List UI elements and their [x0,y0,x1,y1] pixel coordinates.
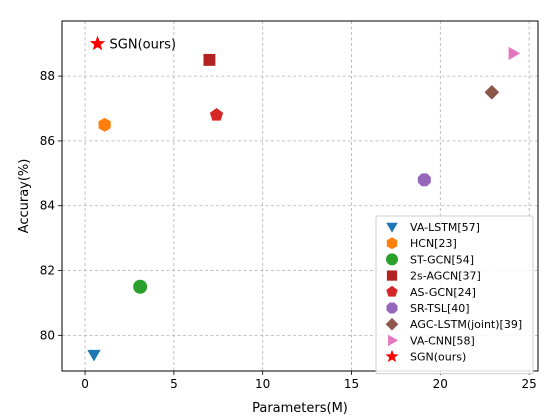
y-tick-label: 84 [40,199,55,213]
data-points [87,35,521,362]
legend-label: ST-GCN[54] [410,253,474,266]
legend-label: AGC-LSTM(joint)[39] [410,318,522,331]
legend-label: 2s-AGCN[37] [410,270,481,283]
data-point [417,173,431,187]
x-tick-label: 5 [170,377,178,391]
legend-marker [386,270,398,281]
y-tick-label: 82 [40,264,55,278]
data-point [87,349,101,362]
legend-marker [386,237,398,250]
legend-label: AS-GCN[24] [410,286,476,299]
data-point [484,84,500,100]
y-tick-label: 86 [40,134,55,148]
legend-marker [386,253,398,266]
legend-label: SR-TSL[40] [410,302,470,315]
y-tick-label: 80 [40,328,55,342]
axis-ticks: 0 5 10 15 20 25 80 82 84 86 88 [40,69,537,391]
data-point [209,107,224,121]
x-tick-label: 15 [344,377,359,391]
legend: VA-LSTM[57] HCN[23] ST-GCN[54] 2s-AGCN[37] A… [375,215,534,375]
data-point [508,46,521,61]
data-point [98,117,111,132]
annotations: SGN(ours) [110,38,177,53]
legend-marker [385,349,399,363]
y-tick-label: 88 [40,69,55,83]
data-point [203,53,216,66]
x-tick-label: 0 [81,377,89,391]
legend-label: SGN(ours) [410,351,466,364]
legend-marker [386,222,398,233]
data-point [133,279,148,294]
x-tick-label: 25 [521,377,536,391]
legend-marker [386,285,398,297]
legend-box [375,215,534,375]
legend-marker [388,334,398,347]
x-tick-label: 20 [433,377,448,391]
plot-frame [61,20,539,372]
x-axis-label: Parameters(M) [252,401,348,416]
legend-marker [386,302,398,314]
x-tick-label: 10 [255,377,270,391]
legend-marker [385,317,399,331]
legend-label: VA-CNN[58] [410,334,475,347]
legend-label: VA-LSTM[57] [410,221,480,234]
data-point [89,35,106,51]
legend-label: HCN[23] [410,237,457,250]
point-annotation: SGN(ours) [110,38,177,53]
y-axis-label: Accuray(%) [17,159,32,234]
